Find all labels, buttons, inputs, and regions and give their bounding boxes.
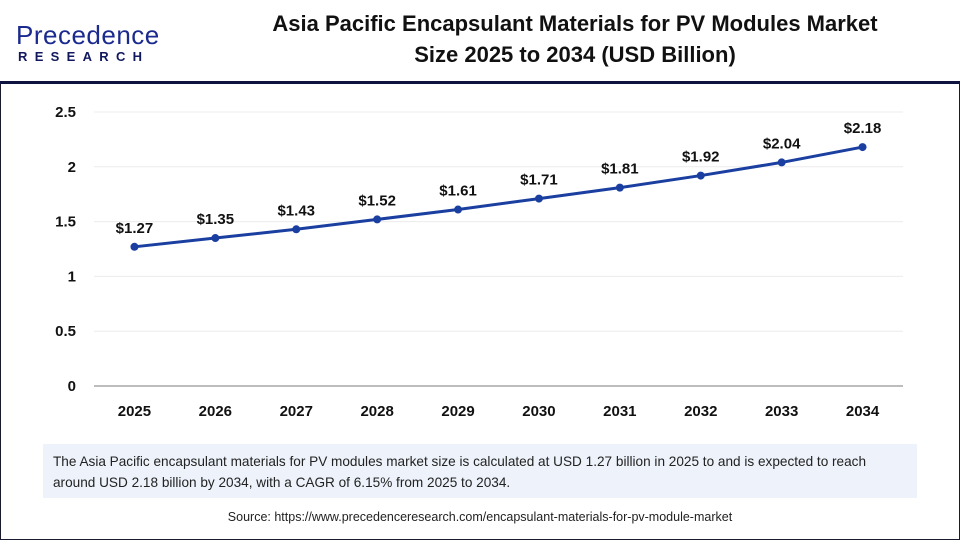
- summary-text: The Asia Pacific encapsulant materials f…: [53, 454, 867, 490]
- data-point: [211, 234, 220, 243]
- logo-text-bottom: RESEARCH: [18, 49, 150, 64]
- summary-note: The Asia Pacific encapsulant materials f…: [43, 444, 917, 498]
- x-tick-label: 2034: [846, 403, 880, 420]
- chart-title-line1: Asia Pacific Encapsulant Materials for P…: [272, 11, 878, 36]
- data-point: [373, 215, 382, 224]
- series-line: [134, 145, 863, 249]
- data-point: [130, 242, 139, 251]
- line-chart: 0 0.5 1 1.5 2 2.5 2025 2026 2027 2028 2029 2030 203…: [55, 104, 903, 420]
- chart-title: Asia Pacific Encapsulant Materials for P…: [210, 8, 940, 70]
- y-tick-label: 1: [68, 268, 76, 285]
- data-point: [696, 171, 705, 180]
- data-label: $1.27: [116, 220, 154, 237]
- y-axis-ticks: 0 0.5 1 1.5 2 2.5: [55, 104, 76, 395]
- data-point: [454, 205, 463, 214]
- x-tick-label: 2027: [280, 403, 313, 420]
- source-citation: Source: https://www.precedenceresearch.c…: [227, 510, 733, 524]
- data-label: $1.61: [439, 183, 477, 200]
- data-label: $1.81: [601, 161, 639, 178]
- x-tick-label: 2029: [441, 403, 474, 420]
- data-label: $1.43: [277, 202, 315, 219]
- data-labels: $1.27 $1.35 $1.43 $1.52 $1.61 $1.71 $1.81 $1.92…: [116, 120, 882, 237]
- data-label: $1.71: [520, 172, 558, 189]
- data-point: [292, 225, 301, 234]
- data-point: [858, 143, 867, 152]
- x-tick-label: 2028: [360, 403, 393, 420]
- x-axis-ticks: 2025 2026 2027 2028 2029 2030 2031 2032 2033 2034: [118, 403, 880, 420]
- y-tick-label: 2.5: [55, 104, 76, 121]
- data-label: $2.18: [844, 120, 882, 137]
- y-tick-label: 0: [68, 378, 76, 395]
- brand-logo: Precedence RESEARCH: [16, 22, 166, 64]
- x-tick-label: 2032: [684, 403, 717, 420]
- logo-text-top: Precedence: [16, 20, 160, 50]
- data-label: $1.35: [197, 211, 235, 228]
- data-point: [777, 158, 786, 167]
- logo-wordmark: Precedence: [16, 22, 160, 48]
- chart-title-line2: Size 2025 to 2034 (USD Billion): [414, 42, 736, 67]
- x-tick-label: 2033: [765, 403, 798, 420]
- data-point: [615, 183, 624, 192]
- header: Precedence RESEARCH Asia Pacific Encapsu…: [0, 0, 960, 84]
- data-label: $1.52: [358, 192, 396, 209]
- x-tick-label: 2026: [199, 403, 232, 420]
- data-label: $1.92: [682, 149, 720, 166]
- grid-lines: [94, 111, 903, 387]
- y-tick-label: 1.5: [55, 214, 76, 231]
- x-tick-label: 2031: [603, 403, 636, 420]
- series-group: [130, 143, 867, 251]
- x-tick-label: 2025: [118, 403, 151, 420]
- data-point: [534, 194, 543, 203]
- x-tick-label: 2030: [522, 403, 555, 420]
- data-label: $2.04: [763, 135, 801, 152]
- y-tick-label: 0.5: [55, 323, 76, 340]
- y-tick-label: 2: [68, 159, 76, 176]
